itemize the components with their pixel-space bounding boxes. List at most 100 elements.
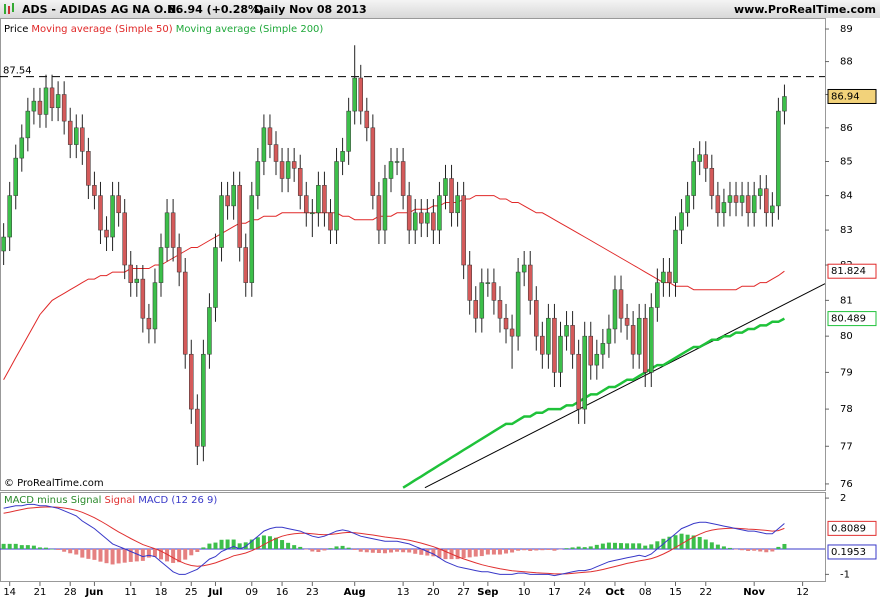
value-label: 0.8089: [831, 523, 866, 534]
candle-body: [709, 168, 715, 196]
histogram-bar: [213, 542, 218, 549]
histogram-bar: [219, 539, 224, 549]
candle-body: [31, 100, 37, 112]
candle-body: [655, 282, 660, 308]
candle-body: [134, 278, 140, 283]
candle-body: [425, 212, 430, 224]
histogram-bar: [50, 548, 55, 550]
y-tick-label: 88: [840, 57, 853, 68]
histogram-bar: [189, 548, 194, 556]
histogram-bar: [274, 537, 279, 549]
price-frame: [0, 18, 826, 491]
value-box: [827, 520, 877, 536]
value-box: [827, 544, 877, 560]
candle-body: [297, 168, 303, 196]
histogram-bar: [389, 548, 394, 553]
candle-body: [515, 271, 521, 337]
candle-body: [346, 110, 351, 152]
histogram-bar: [165, 548, 170, 562]
histogram-bar: [376, 548, 381, 554]
y-tick-label: 85: [840, 156, 853, 167]
candle-body: [552, 317, 557, 373]
candle-body: [443, 178, 448, 196]
histogram-bar: [152, 548, 157, 557]
histogram-bar: [304, 548, 309, 550]
legend: Price Moving average (Simple 50) Moving av…: [4, 24, 323, 35]
candle-body: [231, 185, 236, 207]
candle-body: [521, 264, 527, 273]
histogram-bar: [7, 543, 12, 549]
candle-body: [364, 110, 370, 129]
histogram-bar: [292, 545, 297, 549]
histogram-bar: [237, 543, 242, 549]
histogram-bar: [576, 546, 581, 549]
histogram-bar: [407, 548, 412, 553]
candle-body: [691, 161, 696, 196]
value-label: 80.489: [831, 314, 866, 325]
histogram-bar: [183, 548, 188, 560]
candle-body: [182, 271, 188, 355]
candle-body: [588, 335, 594, 366]
histogram-bar: [497, 548, 502, 555]
value-label: 81.824: [831, 266, 866, 277]
histogram-bar: [746, 548, 751, 551]
candle-body: [400, 161, 406, 196]
x-tick-label: Oct: [605, 587, 624, 598]
histogram-bar: [764, 548, 769, 553]
histogram-bar: [734, 548, 739, 550]
candle-body: [491, 282, 497, 301]
candle-body: [479, 282, 485, 319]
x-tick-label: 13: [397, 587, 410, 598]
histogram-bar: [528, 548, 533, 551]
histogram-bar: [68, 548, 73, 554]
candle-body: [158, 247, 164, 283]
candle-body: [757, 188, 763, 196]
histogram-bar: [600, 543, 605, 549]
x-tick-label: 08: [639, 587, 652, 598]
candle-body: [467, 264, 472, 301]
candle-body: [61, 94, 67, 122]
histogram-bar: [588, 546, 593, 549]
candle-body: [764, 188, 769, 214]
histogram-bar: [146, 548, 151, 558]
candle-body: [352, 77, 357, 112]
x-tick-label: 09: [245, 587, 258, 598]
histogram-bar: [752, 548, 757, 551]
candle-body: [195, 408, 200, 447]
candle-body: [92, 185, 97, 196]
histogram-bar: [86, 548, 91, 559]
candle-body: [219, 195, 224, 248]
candle-body: [527, 264, 533, 301]
histogram-bar: [340, 545, 345, 549]
candle-body: [673, 229, 678, 283]
y-tick-label: 2: [840, 493, 846, 504]
histogram-bar: [128, 548, 133, 562]
candle-body: [461, 195, 466, 266]
value-label: 0.1953: [831, 547, 866, 558]
x-tick-label: 20: [427, 587, 440, 598]
histogram-bar: [776, 546, 781, 549]
histogram-bar: [413, 548, 418, 554]
candle-body: [304, 195, 309, 214]
candle-body: [267, 127, 273, 145]
candle-body: [546, 317, 551, 355]
x-tick-label: 21: [34, 587, 47, 598]
histogram-bar: [727, 547, 732, 549]
histogram-bar: [619, 543, 624, 549]
y-tick-label: -1: [840, 569, 850, 580]
y-tick-label: 76: [840, 479, 853, 490]
histogram-bar: [98, 548, 103, 562]
histogram-bar: [134, 548, 139, 562]
x-tick-label: 10: [518, 587, 531, 598]
candle-body: [649, 307, 654, 373]
candle-body: [261, 127, 267, 162]
candle-body: [358, 77, 363, 112]
histogram-bar: [177, 548, 182, 563]
histogram-bar: [280, 540, 285, 549]
histogram-bar: [443, 548, 448, 560]
y-tick-label: 89: [840, 24, 853, 35]
candle-body: [255, 161, 261, 196]
candle-body: [98, 195, 103, 231]
histogram-bar: [352, 548, 357, 550]
